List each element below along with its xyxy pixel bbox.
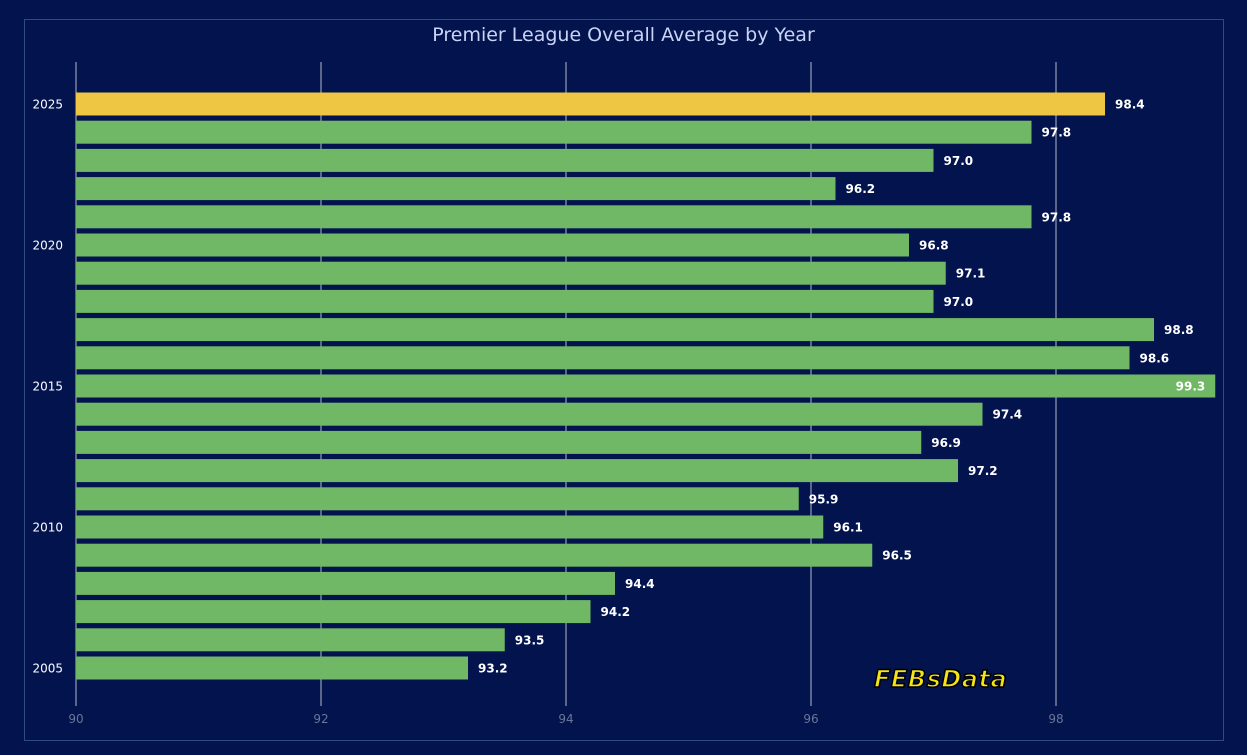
value-label-2025: 98.4	[1115, 98, 1145, 112]
y-axis-tick-labels: 2025 2020 2015 2010 2005	[32, 98, 63, 676]
value-label-2013: 96.9	[931, 436, 961, 450]
bar-2008	[76, 571, 615, 595]
bar-2017	[76, 318, 1154, 342]
value-label-2019: 97.1	[956, 267, 986, 281]
value-label-2023: 97.0	[944, 154, 974, 168]
x-tick-label: 96	[803, 712, 818, 726]
brand-watermark: FEBsData	[873, 664, 1008, 694]
y-tick-label: 2020	[32, 239, 63, 253]
bar-2023	[76, 148, 934, 172]
value-label-2015: 99.3	[1176, 380, 1206, 394]
bar-2015	[76, 374, 1216, 398]
chart-frame	[24, 19, 1224, 741]
bar-2018	[76, 289, 934, 313]
bar-2013	[76, 430, 922, 454]
bar-2006	[76, 628, 505, 652]
bar-2025	[76, 92, 1105, 116]
value-label-2017: 98.8	[1164, 323, 1194, 337]
value-label-2021: 97.8	[1042, 210, 1072, 224]
y-tick-label: 2025	[32, 98, 63, 112]
x-tick-label: 98	[1048, 712, 1063, 726]
bar-2020	[76, 233, 909, 257]
bar-2022	[76, 177, 836, 201]
value-label-2009: 96.5	[882, 549, 912, 563]
chart-title: Premier League Overall Average by Year	[432, 24, 815, 46]
value-label-2022: 96.2	[846, 182, 876, 196]
x-tick-label: 90	[68, 712, 83, 726]
value-labels: 98.4 97.8 97.0 96.2 97.8 96.8 97.1 97.0 98.8 98.6…	[478, 98, 1205, 676]
value-label-2018: 97.0	[944, 295, 974, 309]
bar-2019	[76, 261, 946, 285]
bar-2011	[76, 487, 799, 511]
bar-2014	[76, 402, 983, 426]
value-label-2007: 94.2	[601, 605, 631, 619]
value-label-2010: 96.1	[833, 521, 863, 535]
bars	[76, 92, 1216, 680]
bar-2007	[76, 600, 591, 624]
value-label-2011: 95.9	[809, 492, 839, 506]
y-tick-label: 2010	[32, 521, 63, 535]
bar-2016	[76, 346, 1130, 370]
value-label-2016: 98.6	[1140, 351, 1170, 365]
value-label-2012: 97.2	[968, 464, 998, 478]
x-axis-tick-labels: 90 92 94 96 98	[68, 712, 1063, 726]
bar-2012	[76, 459, 958, 483]
x-tick-label: 94	[558, 712, 573, 726]
bar-2021	[76, 205, 1032, 229]
value-label-2020: 96.8	[919, 239, 949, 253]
value-label-2008: 94.4	[625, 577, 655, 591]
bar-2005	[76, 656, 468, 680]
value-label-2014: 97.4	[993, 408, 1023, 422]
y-tick-label: 2015	[32, 380, 63, 394]
value-label-2024: 97.8	[1042, 126, 1072, 140]
x-tick-label: 92	[313, 712, 328, 726]
bar-2024	[76, 120, 1032, 144]
bar-2009	[76, 543, 873, 567]
value-label-2005: 93.2	[478, 662, 508, 676]
bar-2010	[76, 515, 824, 539]
y-tick-label: 2005	[32, 662, 63, 676]
value-label-2006: 93.5	[515, 633, 545, 647]
